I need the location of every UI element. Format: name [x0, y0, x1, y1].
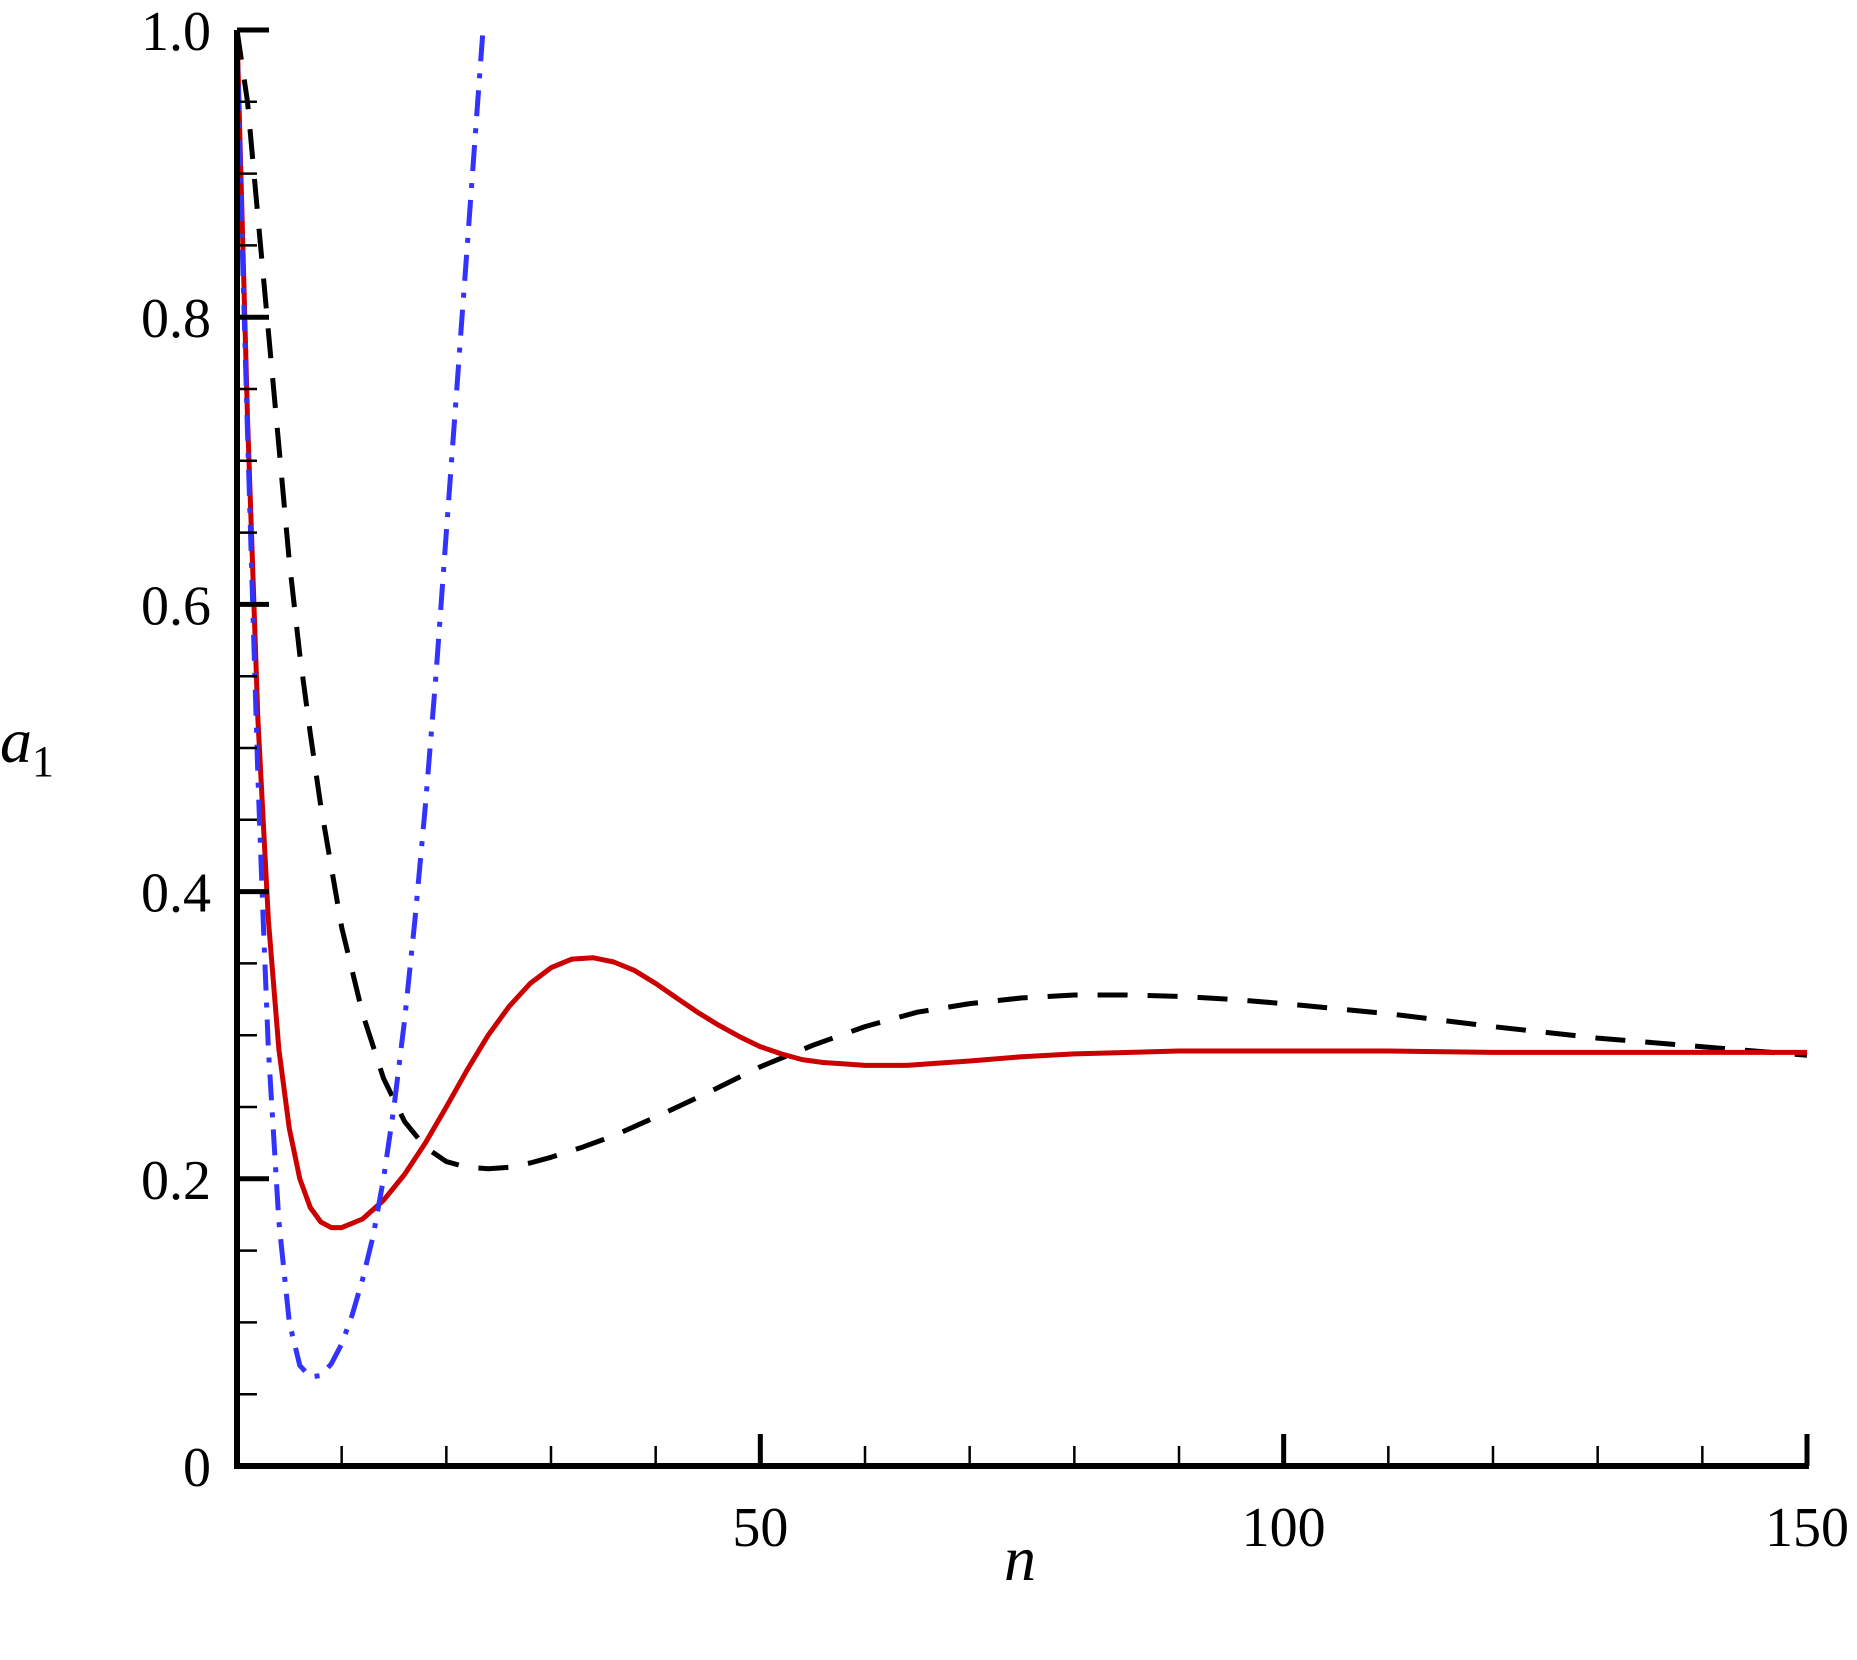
labels-layer: n a1 50 100 150 0 0.2 0.4 0.6 0.8 1.0 [0, 1, 1849, 1594]
y-axis-title-subscript: 1 [32, 737, 54, 786]
axes-layer [234, 27, 1810, 1469]
y-tick-label: 1.0 [141, 1, 211, 63]
y-axis-title-main: a [0, 705, 32, 776]
x-tick-label: 150 [1765, 1497, 1849, 1559]
x-tick-label: 50 [732, 1497, 788, 1559]
x-axis-title: n [1004, 1523, 1036, 1594]
series-line-dash-dot [237, 29, 486, 1380]
series-line-dashed [237, 29, 1808, 1172]
y-tick-label: 0.6 [141, 575, 211, 637]
y-tick-label: 0.8 [141, 288, 211, 350]
y-tick-label: 0.4 [141, 863, 211, 925]
y-tick-label: 0 [183, 1437, 211, 1499]
series-line-solid [237, 29, 1807, 1231]
y-axis-title: a1 [0, 705, 54, 786]
series-layer [237, 29, 1808, 1380]
x-tick-label: 100 [1242, 1497, 1326, 1559]
y-tick-label: 0.2 [141, 1150, 211, 1212]
